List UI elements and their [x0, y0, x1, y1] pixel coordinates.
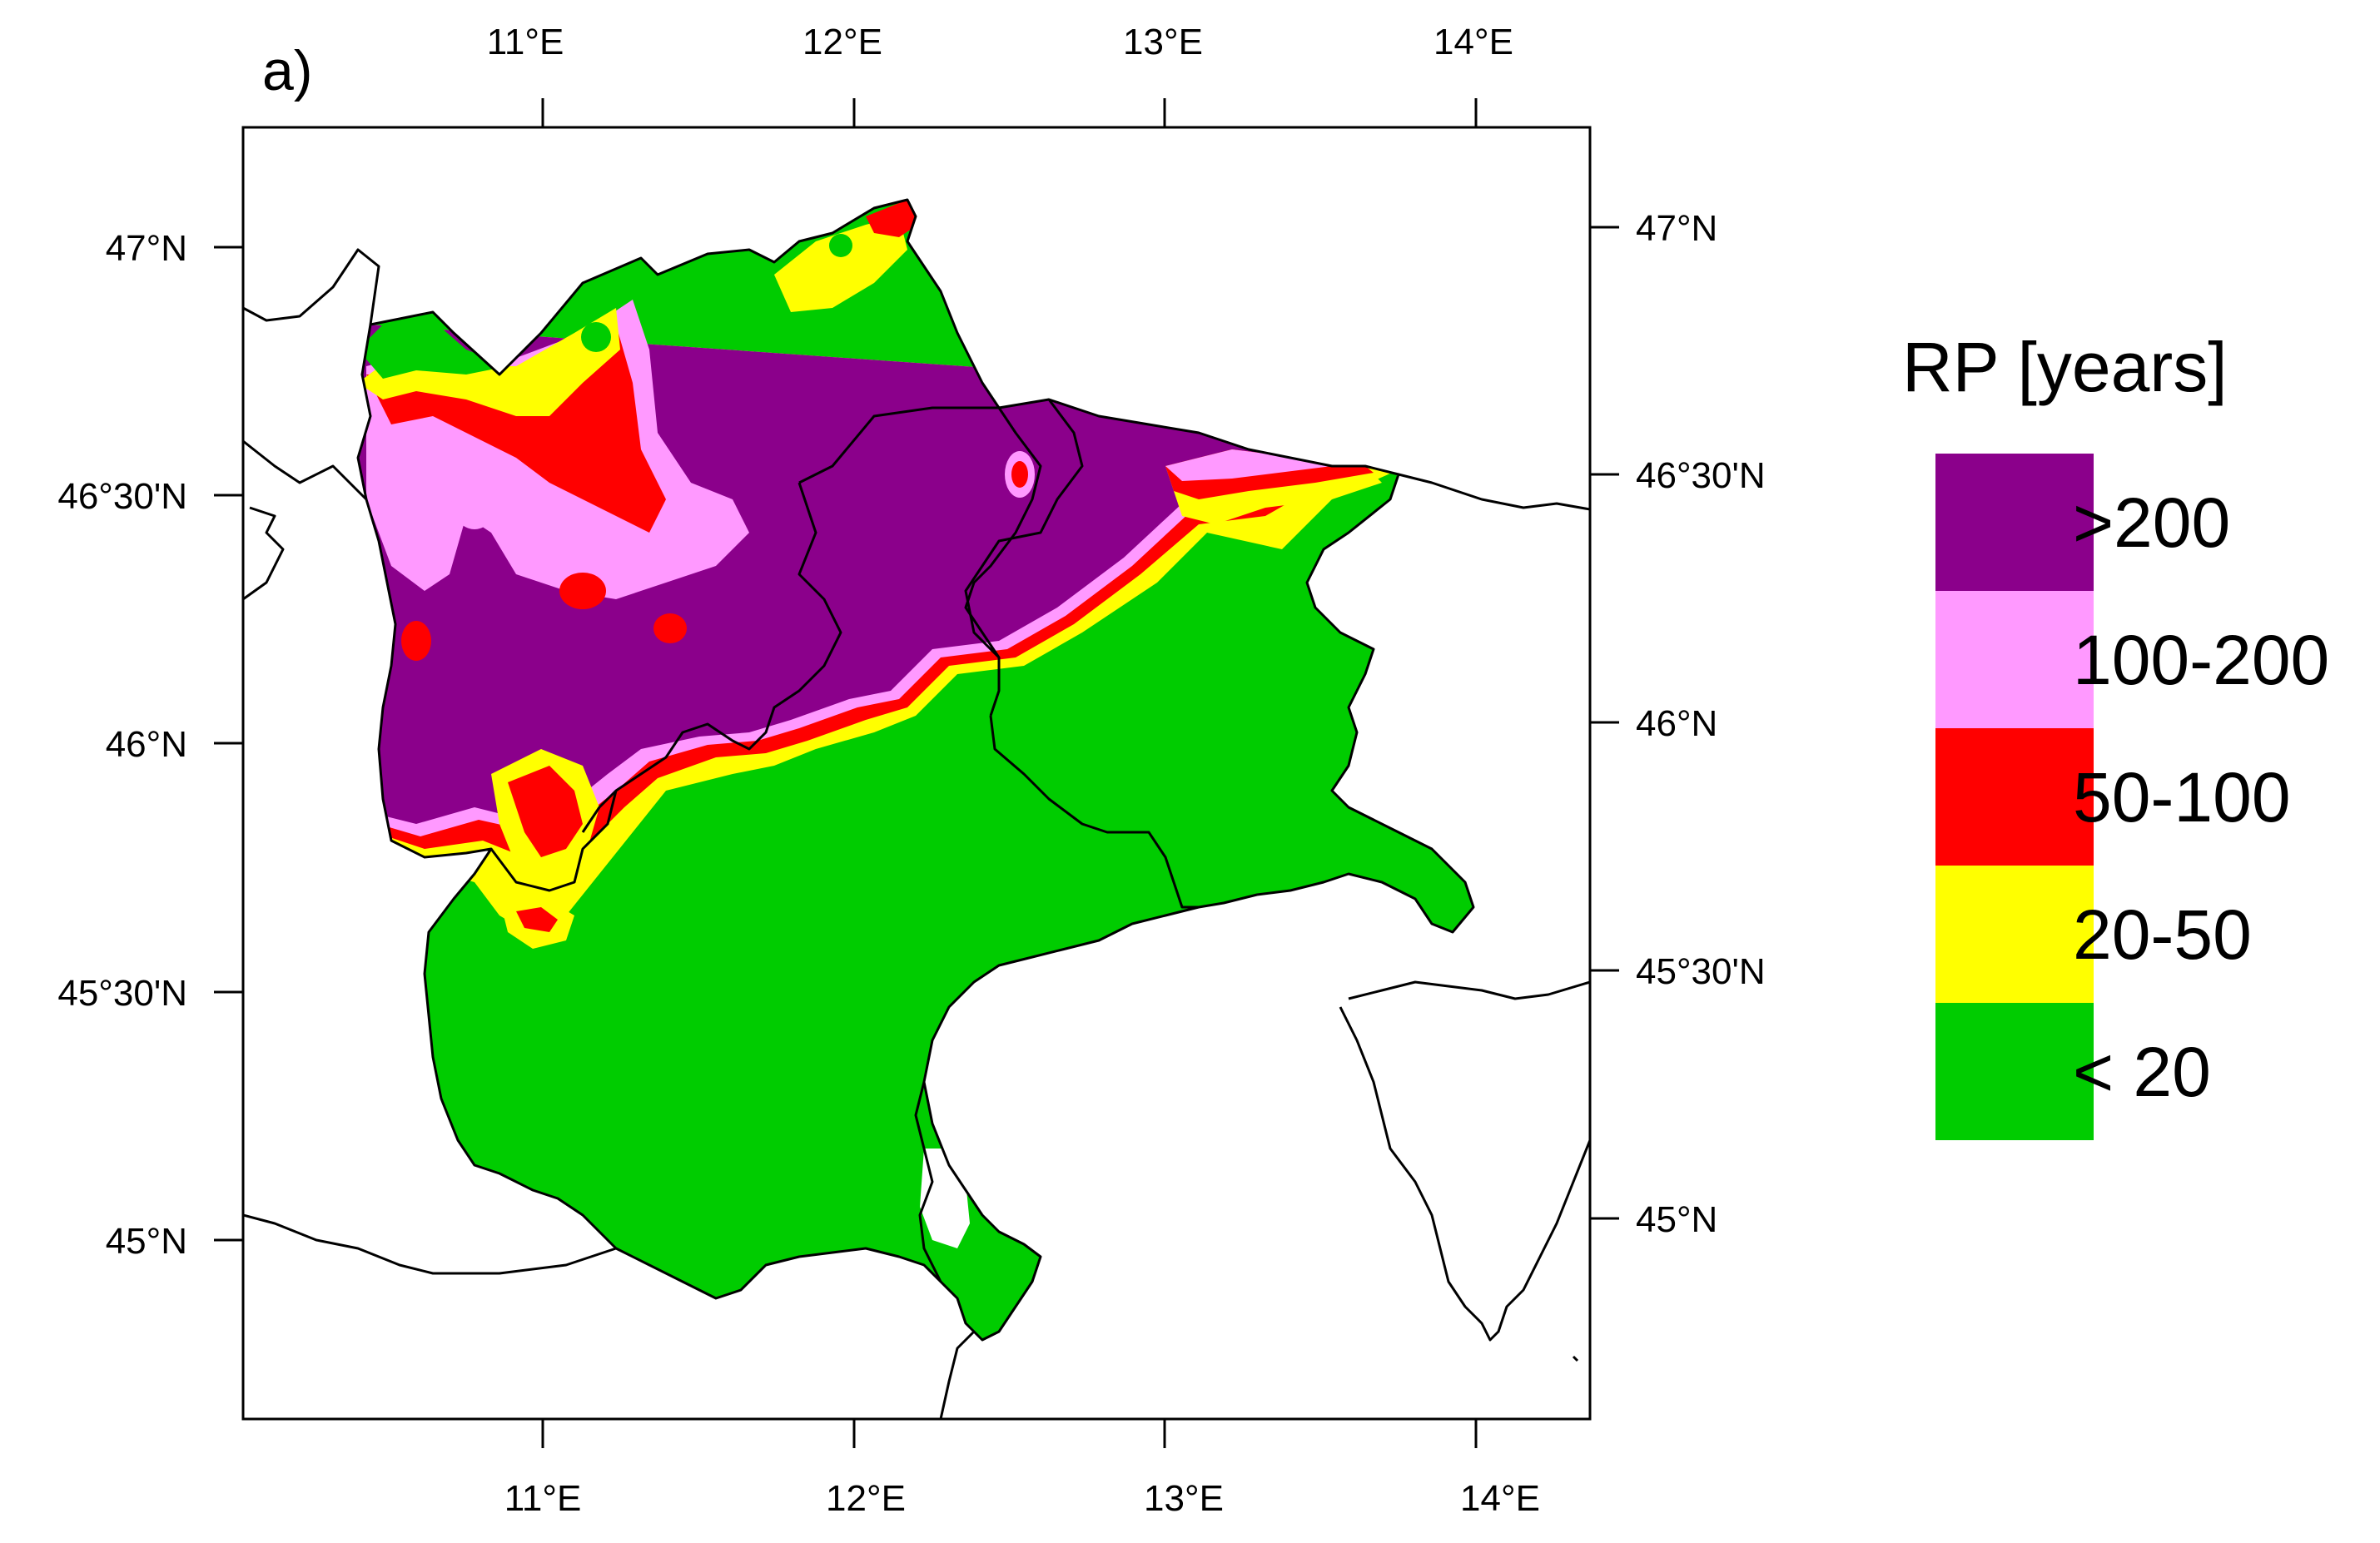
right-tick-label: 45°30'N	[1636, 951, 1766, 992]
bottom-tick-labels: 11°E 12°E 13°E 14°E	[504, 1478, 1540, 1519]
right-tick-label: 45°N	[1636, 1199, 1717, 1240]
left-tick-label: 45°N	[106, 1221, 187, 1262]
patch-100-200-dot1	[451, 469, 498, 529]
legend-label: 20-50	[2073, 896, 2252, 974]
panel-label: a)	[262, 39, 312, 102]
patch-50-100-dot3	[401, 621, 431, 661]
legend-label: 50-100	[2073, 758, 2291, 836]
bottom-tick-label: 14°E	[1460, 1478, 1540, 1519]
legend-label: < 20	[2073, 1033, 2211, 1111]
top-tick-label: 14°E	[1433, 22, 1513, 62]
bottom-tick-label: 12°E	[826, 1478, 906, 1519]
left-tick-label: 46°30'N	[57, 476, 187, 517]
top-tick-labels: 11°E 12°E 13°E 14°E	[487, 22, 1513, 62]
legend: RP [years] >200 100-200 50-100 20-50 < 2…	[1902, 328, 2329, 1140]
legend-swatch-lt20	[1935, 1003, 2094, 1140]
admin-borders	[356, 198, 1475, 1342]
legend-swatch-20-50	[1935, 866, 2094, 1003]
left-tick-label: 46°N	[106, 724, 187, 765]
left-tick-label: 45°30'N	[57, 973, 187, 1014]
patch-50-100-dot2	[653, 613, 687, 643]
patch-20-50-north	[774, 216, 907, 312]
patch-lt20-nw-dot	[581, 322, 611, 352]
patch-50-100-north	[866, 200, 924, 237]
patch-s-red	[516, 907, 558, 932]
legend-label: 100-200	[2073, 621, 2329, 699]
patch-lt20-north-dot	[829, 234, 852, 257]
right-tick-labels: 47°N 46°30'N 46°N 45°30'N 45°N	[1636, 208, 1766, 1240]
legend-swatch-100-200	[1935, 591, 2094, 728]
legend-label: >200	[2073, 484, 2230, 562]
patch-20-50-nw	[358, 308, 620, 416]
tick-marks	[214, 98, 1619, 1448]
left-tick-label: 47°N	[106, 228, 187, 269]
bottom-tick-label: 13°E	[1144, 1478, 1224, 1519]
patch-lt20-nw	[358, 316, 508, 379]
right-tick-label: 46°30'N	[1636, 455, 1766, 496]
bottom-tick-label: 11°E	[504, 1478, 582, 1519]
patch-50-100-dot1	[559, 573, 606, 609]
patch-sw-red	[508, 766, 583, 857]
country-borders	[243, 248, 1590, 1419]
left-tick-labels: 47°N 46°30'N 46°N 45°30'N 45°N	[57, 228, 187, 1262]
legend-swatch-gt200	[1935, 454, 2094, 591]
top-tick-label: 11°E	[487, 22, 564, 62]
right-tick-label: 46°N	[1636, 703, 1717, 744]
top-tick-label: 13°E	[1123, 22, 1203, 62]
patch-50-100-dot4	[1011, 461, 1028, 488]
legend-swatch-50-100	[1935, 728, 2094, 866]
legend-title: RP [years]	[1902, 328, 2228, 406]
top-tick-label: 12°E	[802, 22, 882, 62]
patch-ne-pink	[1165, 449, 1365, 481]
right-tick-label: 47°N	[1636, 208, 1717, 249]
